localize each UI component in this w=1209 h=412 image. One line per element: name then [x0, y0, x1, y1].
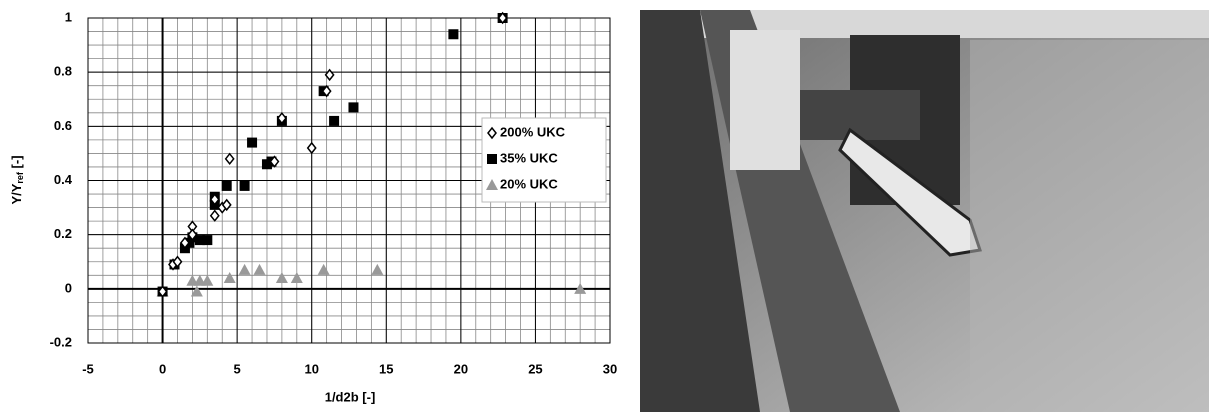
point [209, 193, 220, 206]
x-axis-label: 1/d2b [-] [325, 389, 376, 404]
point [574, 282, 587, 294]
point [190, 285, 203, 297]
point [221, 180, 232, 191]
x-tick-label: 5 [234, 361, 241, 376]
x-tick-label: 30 [603, 361, 617, 376]
x-tick-label: 0 [159, 361, 166, 376]
point [247, 137, 258, 148]
y-label-sub: ref [15, 171, 25, 184]
point [275, 272, 288, 283]
point [221, 198, 232, 212]
legend-label: 20% UKC [500, 176, 558, 191]
point [276, 112, 287, 125]
point [497, 11, 508, 25]
point [209, 209, 220, 222]
point [238, 263, 251, 275]
point [448, 29, 459, 40]
y-tick-label: 0.8 [54, 64, 72, 79]
point [179, 236, 190, 249]
y-tick-label: 0.2 [54, 226, 72, 241]
x-tick-label: 10 [304, 361, 318, 376]
point [187, 228, 198, 241]
point [201, 274, 214, 286]
point [348, 102, 359, 113]
point [269, 155, 280, 168]
point [239, 180, 250, 191]
y-label-main: Y/Y [9, 183, 24, 204]
legend-label: 200% UKC [500, 124, 566, 139]
y-tick-label: -0.2 [50, 334, 72, 349]
legend-marker [487, 154, 497, 164]
chart: 1/d2b [-] Y/Yref [-] -5 0 5 10 15 20 25 30-0.20… [9, 9, 617, 404]
point [253, 263, 266, 275]
point [317, 263, 330, 275]
x-tick-label: -5 [82, 361, 94, 376]
y-tick-label: 1 [65, 9, 72, 24]
photo [640, 10, 1209, 412]
y-label-unit: [-] [9, 155, 24, 172]
point [321, 84, 332, 98]
point [223, 272, 236, 283]
point [290, 272, 303, 283]
point [224, 152, 235, 166]
point [371, 263, 384, 275]
y-tick-label: 0.4 [54, 172, 73, 187]
point [329, 115, 340, 126]
legend-marker [486, 179, 498, 190]
point [202, 235, 213, 246]
y-axis-label: Y/Yref [-] [9, 155, 25, 204]
point [324, 68, 335, 82]
point [172, 255, 183, 268]
legend-box [481, 117, 607, 203]
x-tick-label: 25 [528, 361, 542, 376]
point [194, 235, 205, 246]
x-tick-label: 20 [454, 361, 468, 376]
point [157, 285, 168, 298]
y-tick-label: 0 [65, 280, 72, 295]
y-tick-label: 0.6 [54, 118, 72, 133]
point [306, 141, 317, 155]
legend-marker [487, 126, 497, 140]
legend-label: 35% UKC [500, 150, 558, 165]
x-tick-label: 15 [379, 361, 393, 376]
